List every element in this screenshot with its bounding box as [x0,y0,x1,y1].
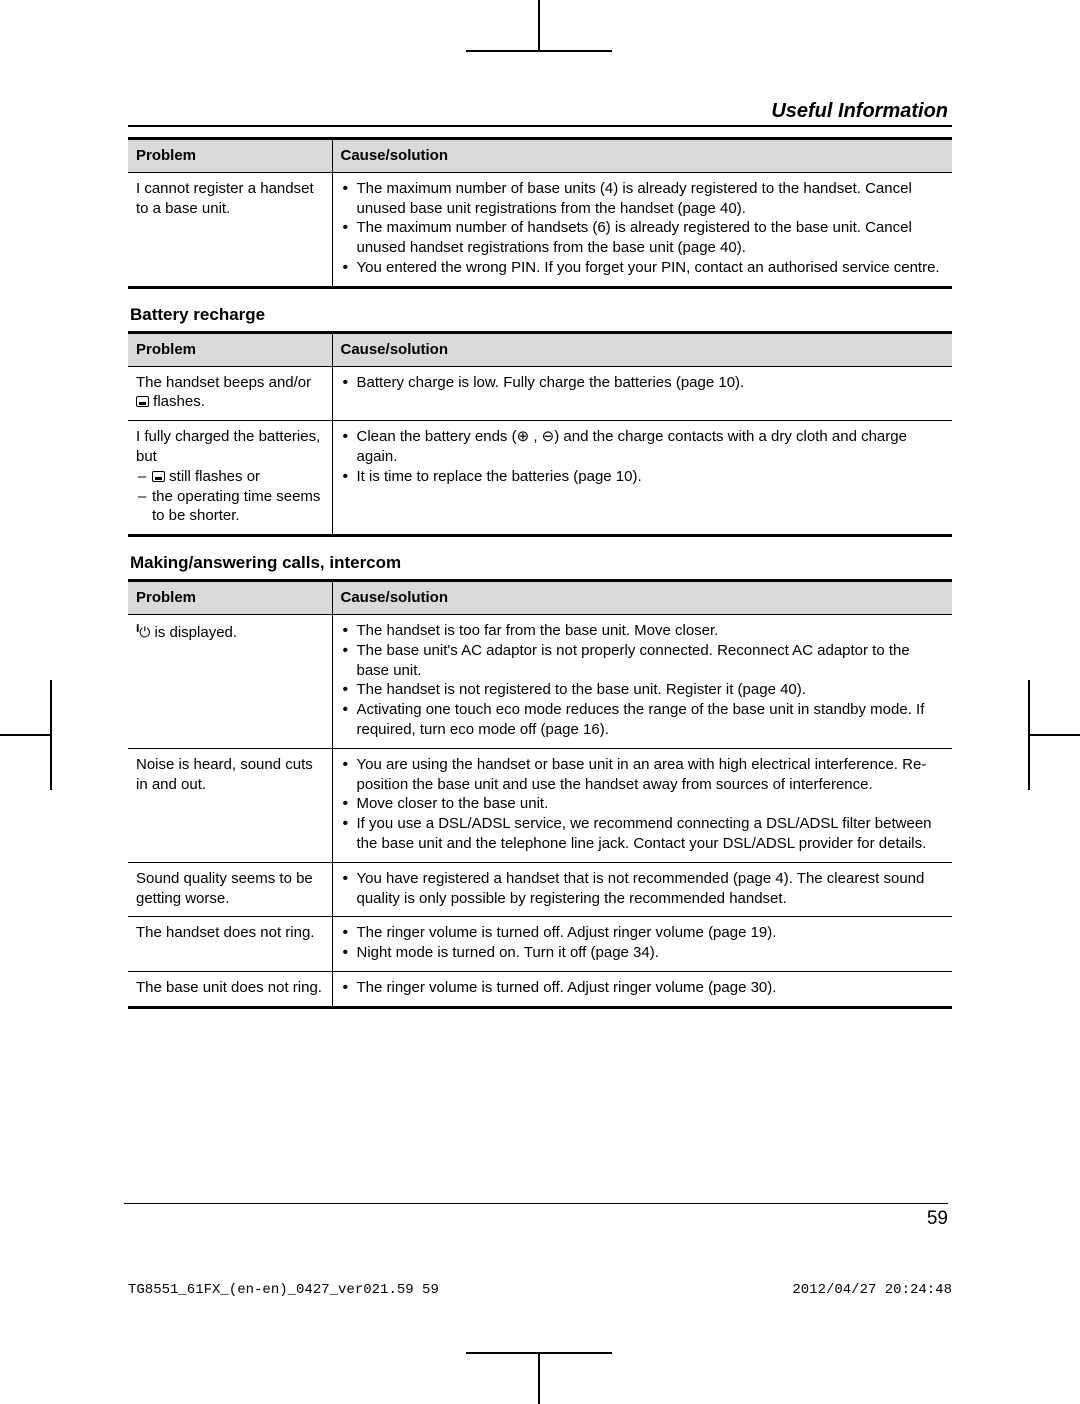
page-content: Useful Information Problem Cause/solutio… [128,100,952,1304]
bullet: You are using the handset or base unit i… [341,755,945,795]
th-problem: Problem [128,332,332,366]
cell-solution: The maximum number of base units (4) is … [332,172,952,287]
table-row: I fully charged the batteries, but still… [128,421,952,536]
cell-problem: The base unit does not ring. [128,971,332,1007]
cell-solution: You are using the handset or base unit i… [332,748,952,862]
bullet: Activating one touch eco mode reduces th… [341,700,945,740]
cell-solution: The ringer volume is turned off. Adjust … [332,917,952,972]
battery-icon [152,471,165,482]
table-calls: Problem Cause/solution is displayed. The… [128,579,952,1009]
cell-problem: I cannot register a handset to a base un… [128,172,332,287]
th-solution: Cause/solution [332,581,952,615]
table-row: Noise is heard, sound cuts in and out. Y… [128,748,952,862]
bullet: Move closer to the base unit. [341,794,945,814]
cell-problem: is displayed. [128,614,332,748]
table-row: The handset beeps and/or flashes. Batter… [128,366,952,421]
bullet: You have registered a handset that is no… [341,869,945,909]
cell-problem: Sound quality seems to be getting worse. [128,862,332,917]
table-row: Sound quality seems to be getting worse.… [128,862,952,917]
th-problem: Problem [128,139,332,173]
bullet: The base unit's AC adaptor is not proper… [341,641,945,681]
subhead-calls: Making/answering calls, intercom [130,553,952,573]
footer: TG8551_61FX_(en-en)_0427_ver021.59 59 20… [128,1282,952,1298]
cell-solution: Clean the battery ends (⊕ , ⊖) and the c… [332,421,952,536]
cell-problem: Noise is heard, sound cuts in and out. [128,748,332,862]
section-title: Useful Information [128,100,952,127]
table-battery: Problem Cause/solution The handset beeps… [128,331,952,537]
th-solution: Cause/solution [332,139,952,173]
cell-problem: The handset beeps and/or flashes. [128,366,332,421]
bullet: If you use a DSL/ADSL service, we recomm… [341,814,945,854]
crop-mark [466,1352,612,1354]
cell-solution: The ringer volume is turned off. Adjust … [332,971,952,1007]
cell-solution: You have registered a handset that is no… [332,862,952,917]
footer-left: TG8551_61FX_(en-en)_0427_ver021.59 59 [128,1282,439,1298]
table-row: I cannot register a handset to a base un… [128,172,952,287]
cell-problem: I fully charged the batteries, but still… [128,421,332,536]
th-solution: Cause/solution [332,332,952,366]
text: still flashes or [165,468,260,485]
crop-mark [538,1352,540,1404]
bullet: Clean the battery ends (⊕ , ⊖) and the c… [341,427,945,467]
crop-mark [466,50,612,52]
text: flashes. [149,393,205,410]
table-register: Problem Cause/solution I cannot register… [128,137,952,289]
bullet: The ringer volume is turned off. Adjust … [341,923,945,943]
bullet: The maximum number of base units (4) is … [341,179,945,219]
crop-mark [1028,734,1080,736]
bullet: The handset is not registered to the bas… [341,680,945,700]
bullet: Night mode is turned on. Turn it off (pa… [341,943,945,963]
table-row: is displayed. The handset is too far fro… [128,614,952,748]
text: The handset beeps and/or [136,374,311,391]
subhead-battery: Battery recharge [130,305,952,325]
crop-mark [0,734,52,736]
dash-item: the operating time seems to be shorter. [136,487,324,527]
cell-problem: The handset does not ring. [128,917,332,972]
bullet: The ringer volume is turned off. Adjust … [341,978,945,998]
dash-item: still flashes or [136,467,324,487]
bullet: The handset is too far from the base uni… [341,621,945,641]
battery-icon [136,396,149,407]
bullet: Battery charge is low. Fully charge the … [341,373,945,393]
th-problem: Problem [128,581,332,615]
text: is displayed. [150,624,237,641]
table-row: The base unit does not ring. The ringer … [128,971,952,1007]
power-icon [139,624,150,641]
table-row: The handset does not ring. The ringer vo… [128,917,952,972]
cell-solution: Battery charge is low. Fully charge the … [332,366,952,421]
footer-right: 2012/04/27 20:24:48 [792,1282,952,1298]
text: I fully charged the batteries, but [136,427,324,467]
cell-solution: The handset is too far from the base uni… [332,614,952,748]
bullet: You entered the wrong PIN. If you forget… [341,258,945,278]
crop-mark [538,0,540,52]
page-number: 59 [124,1203,948,1230]
bullet: The maximum number of handsets (6) is al… [341,218,945,258]
bullet: It is time to replace the batteries (pag… [341,467,945,487]
